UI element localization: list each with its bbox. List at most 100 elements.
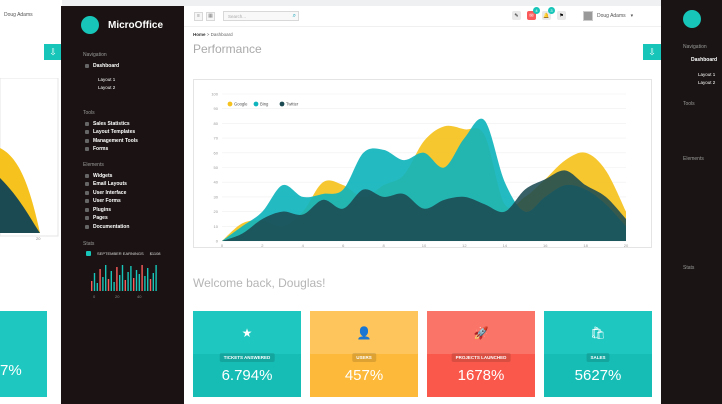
brand[interactable]: MicroOffice <box>61 6 184 44</box>
tile-label: SALES <box>586 353 610 362</box>
user-menu[interactable]: Doug Adams ▾ <box>583 11 633 21</box>
spark-bar <box>130 266 132 291</box>
sidebar-item-pages[interactable]: Pages <box>61 214 184 223</box>
y-tick-label: 70 <box>214 136 219 141</box>
ghost-tile-value: 7% <box>0 362 22 379</box>
y-tick-label: 100 <box>211 92 218 97</box>
bullet-icon <box>85 224 89 229</box>
bullet-icon <box>85 216 89 221</box>
legend-marker <box>253 101 259 107</box>
sidebar: MicroOffice Navigation Dashboard Layout … <box>61 6 184 404</box>
section-navigation: Navigation <box>83 52 107 58</box>
tile-value: 5627% <box>574 367 622 384</box>
breadcrumb-home[interactable]: Home <box>193 32 206 37</box>
spark-bar <box>110 271 112 291</box>
y-tick-label: 90 <box>214 106 219 111</box>
sidebar-item-widgets[interactable]: Widgets <box>61 172 184 181</box>
search-input[interactable]: Search... ⌕ <box>223 11 299 21</box>
spark-tick-label: 0 <box>93 294 96 299</box>
legend-label: Bing <box>260 102 269 107</box>
stat-tile-sales[interactable]: 🛍 SALES 5627% <box>544 311 652 397</box>
sidebar-item-layout-1[interactable]: Layout 1 <box>98 77 116 82</box>
y-tick-label: 50 <box>214 165 219 170</box>
spark-bar <box>107 279 110 291</box>
y-tick-label: 30 <box>214 194 219 199</box>
breadcrumb: Home > Dashboard <box>193 32 233 37</box>
avatar <box>583 11 593 21</box>
x-tick-label: 12 <box>462 243 467 248</box>
stats-value: $1108 <box>149 251 161 256</box>
ghost-layout2: Layout 2 <box>698 80 716 85</box>
performance-chart: 0 10 20 30 40 50 60 70 80 90 100 0 2 4 6 8 10 12 14 16 18 20 G… <box>211 92 629 249</box>
stat-tile-tickets-answered[interactable]: ★ TICKETS ANSWERED 6.794% <box>193 311 301 397</box>
spark-bar <box>121 265 124 291</box>
spark-bar <box>124 280 126 291</box>
spark-bar <box>102 277 104 291</box>
ghost-logo-icon <box>683 10 701 28</box>
pen-icon[interactable]: ✎ <box>512 11 521 20</box>
y-tick-label: 20 <box>214 209 219 214</box>
chevron-down-icon: ▾ <box>630 13 634 19</box>
sidebar-item-management-tools[interactable]: Management Tools <box>61 137 184 146</box>
brand-name: MicroOffice <box>108 19 164 31</box>
x-tick-label: 4 <box>302 243 305 248</box>
spark-tick-label: 40 <box>137 294 142 299</box>
stat-tile-projects-launched[interactable]: 🚀 PROJECTS LAUNCHED 1678% <box>427 311 535 397</box>
bell-icon[interactable]: 🔔 3 <box>542 7 555 20</box>
ghost-layout1: Layout 1 <box>698 72 716 77</box>
sidebar-item-layout-2[interactable]: Layout 2 <box>98 85 116 90</box>
spark-bar <box>93 273 96 291</box>
user-name: Doug Adams <box>597 13 626 19</box>
stats-label: SEPTEMBER EARNINGS <box>97 251 144 256</box>
tile-value: 6.794% <box>221 367 273 384</box>
performance-chart-card: 0 10 20 30 40 50 60 70 80 90 100 0 2 4 6 8 10 12 14 16 18 20 G… <box>193 79 652 248</box>
sidebar-item-plugins[interactable]: Plugins <box>61 206 184 215</box>
sidebar-item-email-layouts[interactable]: Email Layouts <box>61 180 184 189</box>
spark-bar <box>99 269 101 291</box>
spark-bar <box>152 273 154 291</box>
topbar-icons: ✎ ✉ 4 🔔 3 ⚑ <box>512 7 566 20</box>
spark-bar <box>105 265 107 291</box>
x-tick-label: 0 <box>221 243 224 248</box>
x-tick-label: 6 <box>342 243 345 248</box>
search-icon: ⌕ <box>292 13 296 19</box>
legend-marker <box>279 101 285 107</box>
sidebar-item-user-forms[interactable]: User Forms <box>61 197 184 206</box>
sidebar-item-sales-statistics[interactable]: Sales Statistics <box>61 120 184 129</box>
dashboard-icon <box>85 64 89 69</box>
menu-toggle-button[interactable]: ≡ <box>194 11 203 21</box>
spark-bar <box>149 279 152 291</box>
spark-bar <box>133 278 135 291</box>
y-tick-label: 80 <box>214 121 219 126</box>
sidebar-item-documentation[interactable]: Documentation <box>61 223 184 232</box>
mail-icon[interactable]: ✉ 4 <box>527 7 540 20</box>
shopping-bag-icon: 🛍 <box>590 326 606 340</box>
spark-bar <box>155 265 157 291</box>
spark-bar <box>135 270 138 291</box>
grid-button[interactable]: ▦ <box>206 11 215 21</box>
bullet-icon <box>85 138 89 143</box>
sidebar-item-forms[interactable]: Forms <box>61 145 184 154</box>
ghost-action-button[interactable]: ⇩ <box>44 44 62 60</box>
legend-marker <box>227 101 233 107</box>
sidebar-item-dashboard[interactable]: Dashboard <box>61 62 184 71</box>
ghost-tools-label: Tools <box>683 101 695 107</box>
flag-icon[interactable]: ⚑ <box>557 11 566 20</box>
y-tick-label: 60 <box>214 150 219 155</box>
main-content: ≡ ▦ Search... ⌕ ✎ ✉ 4 🔔 3 ⚑ Doug Adams ▾ H… <box>184 6 661 404</box>
spark-bar <box>119 275 121 291</box>
legend-label: Twitter <box>286 102 299 107</box>
sidebar-item-layout-templates[interactable]: Layout Templates <box>61 128 184 137</box>
logo-icon <box>81 16 99 34</box>
ghost-stats-label: Stats <box>683 265 695 271</box>
sidebar-item-user-interface[interactable]: User Interface <box>61 189 184 198</box>
download-button[interactable]: ⇩ <box>643 44 661 60</box>
ghost-chart <box>0 78 59 237</box>
spark-bar <box>138 274 140 291</box>
page-title: Performance <box>193 42 262 56</box>
stat-tile-users[interactable]: 👤 USERS 457% <box>310 311 418 397</box>
spark-bar <box>144 276 146 291</box>
elements-list: Widgets Email Layouts User Interface User F… <box>61 172 184 232</box>
spark-bar <box>116 267 118 291</box>
spark-bar <box>147 268 149 291</box>
